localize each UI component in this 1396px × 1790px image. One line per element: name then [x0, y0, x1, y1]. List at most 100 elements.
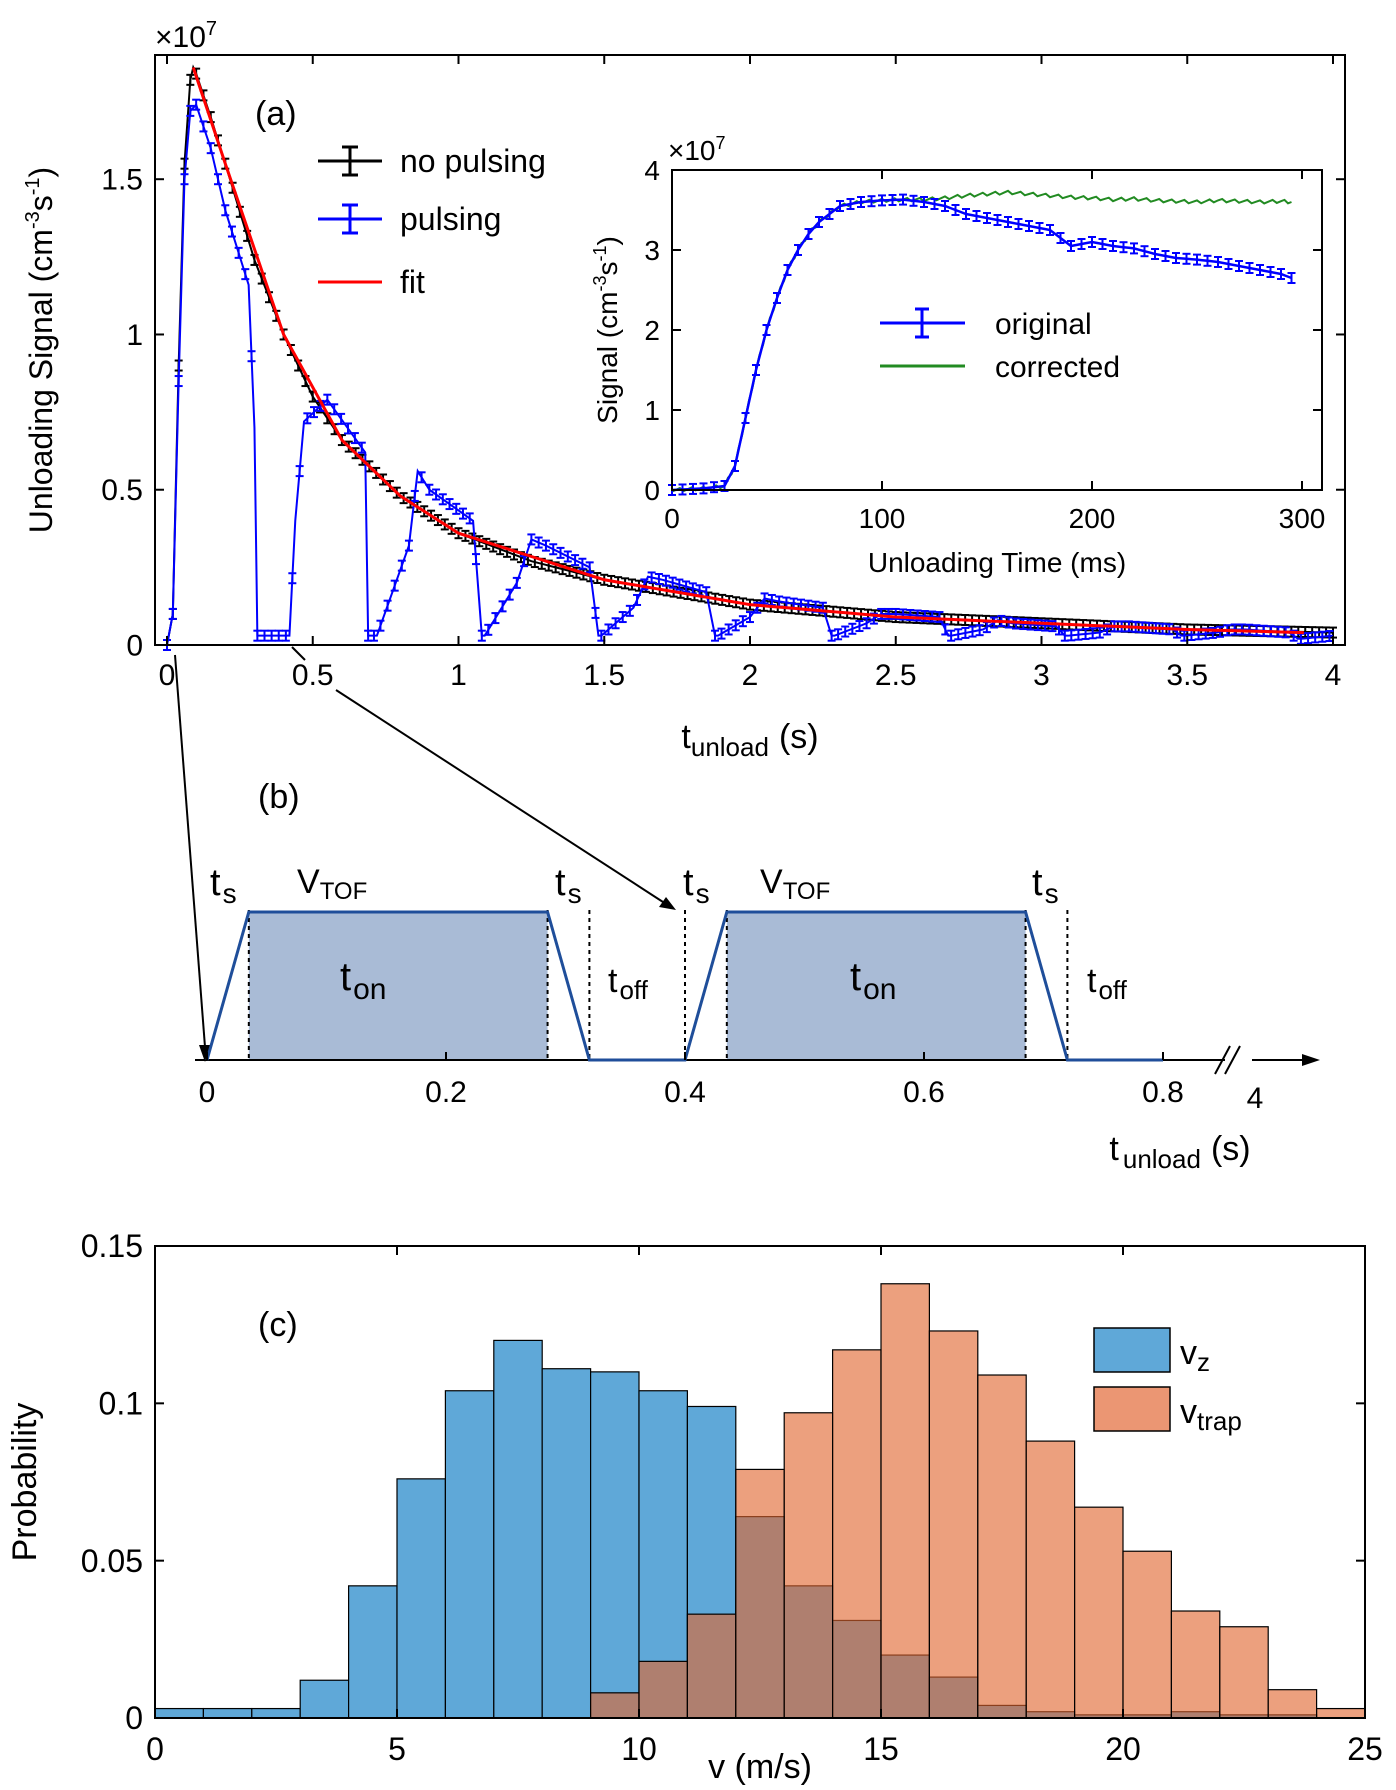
vtrap-histogram-bar — [977, 1374, 1027, 1719]
vz-histogram-bar — [396, 1478, 447, 1719]
panel-b-x-tick-label: 0.6 — [903, 1076, 945, 1109]
vtrap-histogram-bar — [783, 1412, 834, 1719]
panel-c-y-tick-label: 0.1 — [99, 1386, 143, 1422]
inset-x-axis-label: Unloading Time (ms) — [868, 547, 1126, 578]
panel-c-label: (c) — [258, 1306, 298, 1344]
inset-y-tick-label: 0 — [644, 475, 660, 506]
panel-c-ticks: 0 5 10 15 20 25 0 0.05 0.1 0.15 — [81, 1228, 1383, 1767]
legend-vtrap-label: vtrap — [1180, 1393, 1242, 1436]
panel-b-text-labels: ts ts ts ts VTOF VTOF ton ton toff toff … — [210, 862, 1263, 1174]
panel-b-x-axis-label: t unload (s) — [1109, 1130, 1250, 1174]
legend-no-pulsing-label: no pulsing — [400, 143, 546, 179]
panel-a-x-tick-label: 1.5 — [583, 659, 625, 692]
inset-x-tick-label: 100 — [859, 503, 906, 534]
legend-pulsing-marker — [318, 203, 382, 235]
inset-y-tick-label: 3 — [644, 235, 660, 266]
vtrap-histogram-bar — [1025, 1440, 1076, 1719]
vtrap-histogram-bar — [589, 1692, 640, 1719]
vtof-label-2: VTOF — [760, 863, 830, 905]
vtrap-histogram-bar — [831, 1349, 882, 1719]
zoom-arrows — [174, 646, 676, 1062]
panel-a-x-axis-label: tunload (s) — [681, 718, 818, 762]
panel-c-y-axis-label: Probability — [6, 1403, 44, 1562]
ts-label-1: ts — [210, 862, 237, 909]
ts-label-2: ts — [555, 862, 582, 909]
panel-b-x-tick-label: 0 — [199, 1076, 216, 1109]
panel-a-data — [163, 64, 1337, 651]
panel-a-y-tick-label: 1.5 — [101, 164, 143, 197]
panel-b-axis-arrow — [1302, 1054, 1320, 1066]
vz-histogram-bar — [493, 1339, 543, 1719]
vtof-label-1: VTOF — [297, 863, 367, 905]
panel-a-label: (a) — [255, 95, 297, 133]
legend-fit-label: fit — [400, 264, 425, 300]
arrow-to-zero — [174, 654, 206, 1048]
legend-no-pulsing-marker — [318, 145, 382, 177]
panel-b-x-tick-label: 0.4 — [664, 1076, 706, 1109]
panel-b-waveform: 0 0.2 0.4 0.6 0.8 — [195, 910, 1320, 1109]
panel-c-x-tick-label: 15 — [863, 1731, 899, 1767]
inset-y-axis-label: Signal (cm-3s-1) — [590, 236, 623, 424]
ton-label-2: ton — [850, 955, 897, 1006]
legend-pulsing-label: pulsing — [400, 201, 501, 237]
panel-c-y-tick-label: 0.05 — [81, 1543, 143, 1579]
panel-a-y-multiplier: ×107 — [155, 18, 217, 54]
panel-a-x-tick-label: 2 — [742, 659, 759, 692]
ts-label-3: ts — [683, 862, 710, 909]
fit-series-line — [191, 66, 1304, 635]
toff-label-2: toff — [1087, 962, 1128, 1005]
inset-x-tick-label: 200 — [1069, 503, 1116, 534]
panel-a-x-tick-label: 3 — [1033, 659, 1050, 692]
panel-c-y-tick-label: 0.15 — [81, 1228, 143, 1264]
legend-vz-swatch — [1093, 1327, 1171, 1373]
inset-legend-original-marker — [880, 307, 965, 339]
vtrap-histogram-bar — [1170, 1610, 1221, 1719]
inset-ticks: 0 100 200 300 0 1 2 3 4 — [644, 155, 1325, 534]
pulse-on-region-2 — [726, 912, 1026, 1060]
panel-c-x-tick-label: 10 — [621, 1731, 657, 1767]
vtrap-histogram-bar — [880, 1283, 931, 1719]
inset-legend-corrected-label: corrected — [995, 351, 1120, 384]
panel-b-break-tick-label: 4 — [1247, 1082, 1264, 1115]
panel-c-y-tick-label: 0 — [125, 1700, 143, 1736]
vtrap-histogram-bar — [638, 1660, 689, 1719]
vz-histogram-bar — [299, 1679, 350, 1719]
inset-x-tick-label: 300 — [1279, 503, 1326, 534]
panel-a-x-tick-label: 4 — [1325, 659, 1342, 692]
vtrap-histogram-bar — [1315, 1707, 1366, 1719]
panel-a-x-tick-label: 0 — [159, 659, 176, 692]
panel-b-x-tick-label: 0.8 — [1142, 1076, 1184, 1109]
pulse-on-region-1 — [248, 912, 548, 1060]
panel-c-x-tick-label: 0 — [146, 1731, 164, 1767]
panel-a-x-tick-label: 2.5 — [875, 659, 917, 692]
arrow-to-point-four — [335, 689, 664, 903]
vtrap-histogram-bar — [1219, 1626, 1269, 1719]
panel-c: 0 5 10 15 20 25 0 0.05 0.1 0.15 Probability v (m/… — [6, 1228, 1383, 1786]
arrow-head-zero — [199, 1045, 211, 1062]
inset-x-tick-label: 0 — [664, 503, 680, 534]
panel-b: (b) 0 0.2 0.4 0.6 0.8 ts ts ts ts VTOF VTOF … — [195, 778, 1320, 1174]
inset-y-tick-label: 1 — [644, 395, 660, 426]
inset-original-series-line — [671, 198, 1292, 492]
vtrap-histogram-bar — [1073, 1506, 1124, 1719]
axis-break-mark-2 — [1224, 1045, 1241, 1075]
inset-y-multiplier: ×107 — [668, 133, 726, 166]
panel-c-x-tick-label: 20 — [1105, 1731, 1141, 1767]
vz-histogram-bar — [541, 1368, 592, 1719]
inset-y-tick-label: 4 — [644, 155, 660, 186]
panel-c-legend: vz vtrap — [1093, 1327, 1242, 1436]
vtrap-histogram-bar — [686, 1613, 737, 1719]
axis-break-gap — [1241, 1057, 1251, 1063]
panel-a-legend: no pulsing pulsing fit — [318, 143, 546, 300]
panel-a-x-tick-label: 0.5 — [292, 659, 334, 692]
panel-a-inset: 0 100 200 300 0 1 2 3 4 ×107 Signal (cm-3s-1) Un… — [590, 133, 1325, 578]
vtrap-histogram-bar — [735, 1468, 785, 1719]
vtrap-histogram-bar — [1267, 1689, 1318, 1719]
vz-histogram-bar — [348, 1585, 398, 1719]
panel-a-y-tick-label: 1 — [126, 319, 143, 352]
panel-a-x-tick-label: 3.5 — [1166, 659, 1208, 692]
inset-y-tick-label: 2 — [644, 315, 660, 346]
panel-b-label: (b) — [258, 778, 300, 816]
axis-break-mark-1 — [1214, 1045, 1231, 1075]
panel-a-x-tick-label: 1 — [450, 659, 467, 692]
